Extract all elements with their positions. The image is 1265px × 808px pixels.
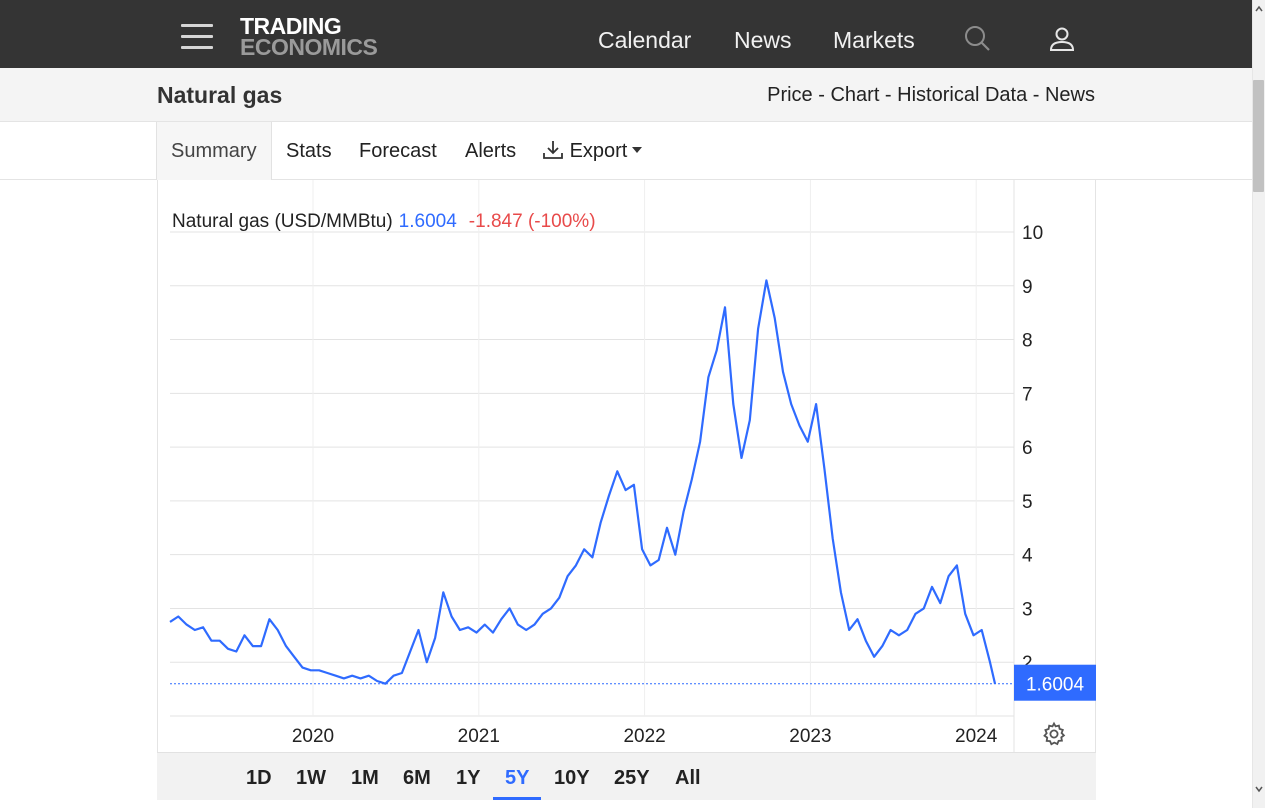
range-button-1y[interactable]: 1Y bbox=[456, 767, 481, 789]
price-chart[interactable]: 2 3 4 5 6 7 8 9 10 2020 2021 2022 2023 2024 Natural ga… bbox=[158, 180, 1097, 752]
range-selector: 1D 1W 1M 6M 1Y 5Y 10Y 25Y All bbox=[157, 752, 1096, 800]
header-link-chart[interactable]: Chart bbox=[830, 84, 880, 106]
y-tick-label: 7 bbox=[1022, 384, 1033, 405]
header-link-historical-data[interactable]: Historical Data bbox=[897, 84, 1028, 106]
range-button-10y[interactable]: 10Y bbox=[554, 767, 590, 789]
nav-link-markets[interactable]: Markets bbox=[833, 27, 915, 53]
range-button-25y[interactable]: 25Y bbox=[614, 767, 650, 789]
scroll-up-arrow-icon[interactable] bbox=[1254, 4, 1264, 14]
y-tick-label: 4 bbox=[1022, 546, 1033, 567]
x-tick-label: 2021 bbox=[458, 726, 500, 747]
hamburger-menu-icon[interactable] bbox=[181, 24, 213, 50]
scroll-down-arrow-icon[interactable] bbox=[1254, 784, 1264, 794]
chart-title: Natural gas (USD/MMBtu) bbox=[172, 211, 393, 232]
header-separator: - bbox=[1027, 84, 1045, 106]
range-button-5y[interactable]: 5Y bbox=[505, 767, 530, 789]
user-icon[interactable] bbox=[1048, 25, 1076, 58]
active-range-underline bbox=[493, 797, 541, 800]
tab-stats[interactable]: Stats bbox=[286, 140, 332, 162]
tab-export[interactable]: Export bbox=[542, 122, 643, 180]
tab-forecast[interactable]: Forecast bbox=[359, 140, 437, 162]
current-price: 1.6004 bbox=[399, 211, 458, 232]
last-price-label: 1.6004 bbox=[1026, 675, 1085, 696]
y-tick-label: 6 bbox=[1022, 438, 1033, 459]
x-tick-label: 2020 bbox=[292, 726, 334, 747]
x-tick-label: 2023 bbox=[789, 726, 831, 747]
gear-icon[interactable] bbox=[1041, 721, 1067, 752]
header-link-price[interactable]: Price bbox=[767, 84, 813, 106]
nav-link-news[interactable]: News bbox=[734, 27, 792, 53]
tabs-row: Summary Stats Forecast Alerts Export bbox=[0, 122, 1252, 180]
y-tick-label: 3 bbox=[1022, 599, 1033, 620]
export-label: Export bbox=[569, 140, 628, 162]
page-scrollbar[interactable] bbox=[1252, 0, 1265, 808]
title-bar: Natural gas Price - Chart - Historical D… bbox=[0, 68, 1252, 122]
header-links: Price - Chart - Historical Data - News bbox=[767, 84, 1095, 107]
range-button-1w[interactable]: 1W bbox=[296, 767, 326, 789]
trading-economics-logo[interactable]: TRADING ECONOMICS bbox=[240, 13, 378, 60]
header-link-news[interactable]: News bbox=[1044, 84, 1095, 106]
search-icon[interactable] bbox=[964, 25, 992, 58]
x-tick-label: 2024 bbox=[955, 726, 998, 747]
logo-line-1: TRADING bbox=[240, 13, 342, 39]
chart-header: Natural gas (USD/MMBtu) 1.6004 -1.847 (-10… bbox=[172, 211, 596, 232]
y-tick-label: 2 bbox=[1022, 653, 1033, 674]
range-button-6m[interactable]: 6M bbox=[403, 767, 431, 789]
range-button-all[interactable]: All bbox=[675, 767, 701, 789]
range-button-1m[interactable]: 1M bbox=[351, 767, 379, 789]
y-tick-label: 9 bbox=[1022, 277, 1033, 298]
y-tick-label: 8 bbox=[1022, 331, 1033, 352]
series-line-natural-gas[interactable] bbox=[169, 279, 997, 685]
y-tick-label: 5 bbox=[1022, 492, 1033, 513]
nav-link-calendar[interactable]: Calendar bbox=[598, 27, 692, 53]
tab-summary[interactable]: Summary bbox=[156, 122, 272, 180]
x-tick-label: 2022 bbox=[623, 726, 665, 747]
last-price-tag bbox=[1014, 664, 1096, 701]
download-icon bbox=[543, 140, 563, 159]
range-button-1d[interactable]: 1D bbox=[246, 767, 272, 789]
chart-container: 2 3 4 5 6 7 8 9 10 2020 2021 2022 2023 2024 Natural ga… bbox=[157, 180, 1096, 800]
page-title: Natural gas bbox=[157, 82, 283, 108]
logo-line-2: ECONOMICS bbox=[240, 34, 378, 60]
y-tick-label: 10 bbox=[1022, 223, 1043, 244]
chevron-down-icon bbox=[632, 147, 643, 154]
price-change: -1.847 (-100%) bbox=[469, 211, 596, 232]
header-separator: - bbox=[879, 84, 898, 106]
header-separator: - bbox=[812, 84, 831, 106]
scrollbar-thumb[interactable] bbox=[1253, 80, 1264, 192]
tab-alerts[interactable]: Alerts bbox=[465, 140, 517, 162]
top-navigation-bar: TRADING ECONOMICS Calendar News Markets bbox=[0, 0, 1252, 68]
